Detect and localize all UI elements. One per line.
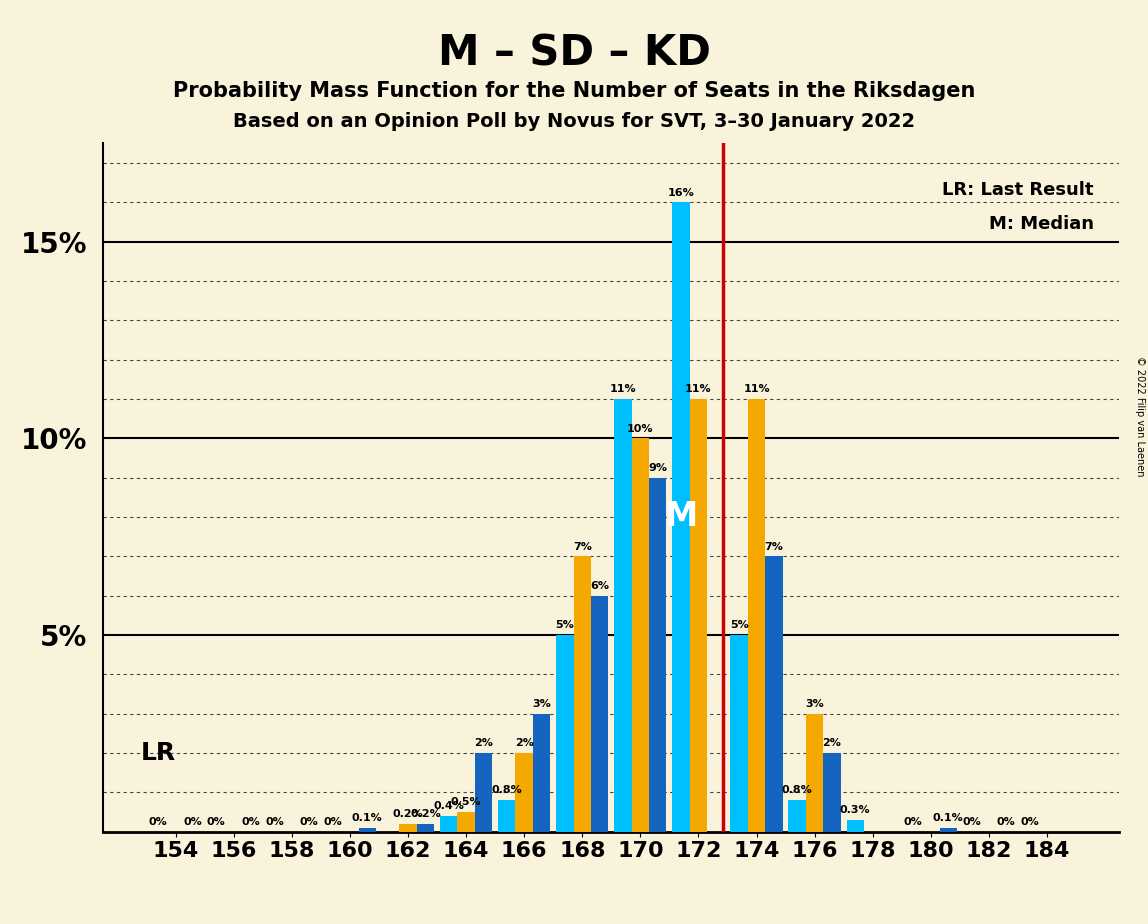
Text: LR: LR bbox=[141, 741, 176, 765]
Text: 0%: 0% bbox=[996, 817, 1016, 827]
Text: Based on an Opinion Poll by Novus for SVT, 3–30 January 2022: Based on an Opinion Poll by Novus for SV… bbox=[233, 112, 915, 131]
Text: LR: Last Result: LR: Last Result bbox=[943, 181, 1094, 199]
Text: 0.5%: 0.5% bbox=[451, 797, 481, 808]
Text: 2%: 2% bbox=[823, 738, 841, 748]
Text: 0%: 0% bbox=[1021, 817, 1039, 827]
Bar bbox=[591, 596, 608, 832]
Bar bbox=[614, 399, 631, 832]
Text: 0%: 0% bbox=[962, 817, 980, 827]
Text: 0.1%: 0.1% bbox=[352, 813, 382, 823]
Text: 11%: 11% bbox=[743, 384, 770, 395]
Bar bbox=[939, 828, 957, 832]
Text: 0.1%: 0.1% bbox=[933, 813, 963, 823]
Text: 0%: 0% bbox=[265, 817, 284, 827]
Text: M: M bbox=[665, 501, 698, 533]
Text: 0%: 0% bbox=[242, 817, 261, 827]
Text: M – SD – KD: M – SD – KD bbox=[437, 32, 711, 74]
Text: 0.4%: 0.4% bbox=[433, 801, 464, 811]
Bar bbox=[766, 556, 783, 832]
Bar bbox=[730, 635, 747, 832]
Text: 0.3%: 0.3% bbox=[840, 805, 870, 815]
Text: 7%: 7% bbox=[765, 541, 783, 552]
Text: 0%: 0% bbox=[300, 817, 319, 827]
Text: 0.2%: 0.2% bbox=[410, 809, 441, 819]
Text: 9%: 9% bbox=[649, 463, 667, 473]
Bar bbox=[475, 753, 492, 832]
Bar bbox=[747, 399, 766, 832]
Text: 16%: 16% bbox=[668, 188, 695, 198]
Text: 6%: 6% bbox=[590, 581, 610, 590]
Text: 11%: 11% bbox=[610, 384, 636, 395]
Bar bbox=[457, 812, 475, 832]
Text: 5%: 5% bbox=[556, 620, 574, 630]
Text: 0%: 0% bbox=[149, 817, 168, 827]
Bar bbox=[574, 556, 591, 832]
Text: 0.8%: 0.8% bbox=[782, 785, 813, 796]
Text: 0%: 0% bbox=[184, 817, 202, 827]
Bar bbox=[556, 635, 574, 832]
Bar bbox=[533, 713, 550, 832]
Bar bbox=[498, 800, 515, 832]
Bar bbox=[515, 753, 533, 832]
Bar bbox=[417, 823, 434, 832]
Bar bbox=[690, 399, 707, 832]
Text: 10%: 10% bbox=[627, 423, 653, 433]
Text: 0.2%: 0.2% bbox=[393, 809, 424, 819]
Text: M: Median: M: Median bbox=[988, 215, 1094, 234]
Text: 0%: 0% bbox=[903, 817, 923, 827]
Text: 0%: 0% bbox=[323, 817, 342, 827]
Text: 11%: 11% bbox=[685, 384, 712, 395]
Text: 0.8%: 0.8% bbox=[491, 785, 522, 796]
Bar bbox=[358, 828, 377, 832]
Text: 2%: 2% bbox=[474, 738, 492, 748]
Text: 3%: 3% bbox=[805, 699, 824, 709]
Text: Probability Mass Function for the Number of Seats in the Riksdagen: Probability Mass Function for the Number… bbox=[173, 81, 975, 102]
Text: 3%: 3% bbox=[533, 699, 551, 709]
Bar bbox=[400, 823, 417, 832]
Text: 2%: 2% bbox=[514, 738, 534, 748]
Bar bbox=[846, 820, 864, 832]
Text: 7%: 7% bbox=[573, 541, 591, 552]
Bar bbox=[631, 438, 649, 832]
Bar bbox=[440, 816, 457, 832]
Bar bbox=[823, 753, 840, 832]
Bar bbox=[789, 800, 806, 832]
Text: 0%: 0% bbox=[207, 817, 226, 827]
Text: 5%: 5% bbox=[730, 620, 748, 630]
Bar bbox=[649, 478, 667, 832]
Text: © 2022 Filip van Laenen: © 2022 Filip van Laenen bbox=[1135, 356, 1145, 476]
Bar bbox=[806, 713, 823, 832]
Bar bbox=[673, 202, 690, 832]
